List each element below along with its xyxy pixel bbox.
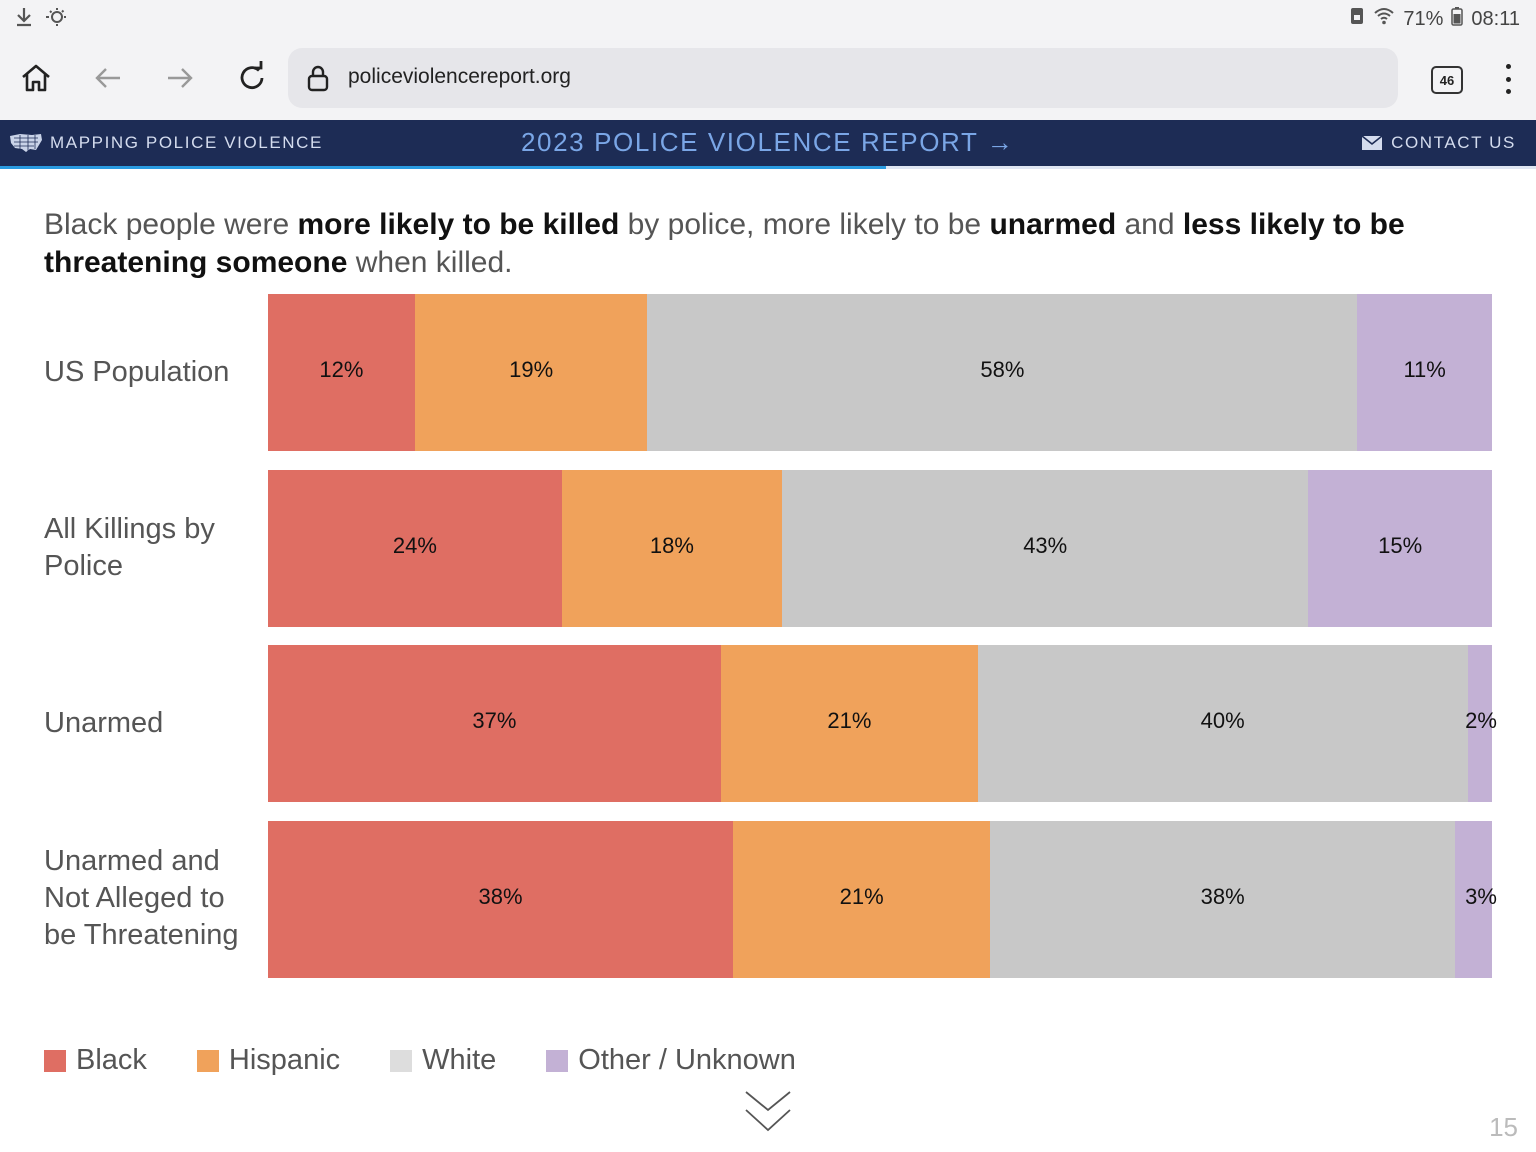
data-label: 3%: [1465, 884, 1497, 909]
chart-legend: Black Hispanic White Other / Unknown: [44, 1044, 846, 1077]
envelope-icon: [1361, 135, 1383, 150]
data-label: 2%: [1465, 708, 1497, 733]
reading-progress-bar: [0, 166, 1536, 169]
data-label: 18%: [649, 533, 694, 558]
legend-label: White: [422, 1044, 497, 1076]
contact-us-link[interactable]: CONTACT US: [1361, 133, 1516, 153]
bar-segment-white: 40%: [977, 645, 1468, 802]
bar-segment-hispanic: 21%: [720, 645, 978, 802]
legend-item-hispanic: Hispanic: [196, 1044, 341, 1077]
tab-switcher-button[interactable]: 46: [1431, 66, 1463, 94]
bar-segment-black: 24%: [268, 470, 562, 627]
arrow-right-icon: [168, 68, 193, 88]
bar-segment-hispanic: 19%: [414, 294, 648, 451]
headline-text: Black people were: [44, 208, 298, 241]
site-header: MAPPING POLICE VIOLENCE 2023 POLICE VIOL…: [0, 120, 1536, 166]
site-name-link[interactable]: MAPPING POLICE VIOLENCE: [50, 133, 323, 152]
battery-percent: 71%: [1403, 7, 1444, 30]
row-label: Unarmed and Not Alleged to be Threatenin…: [44, 845, 239, 951]
row-label: All Killings by Police: [44, 513, 215, 582]
legend-item-black: Black: [44, 1044, 147, 1077]
legend-swatch: [196, 1049, 219, 1072]
data-label: 15%: [1378, 533, 1423, 558]
data-label: 40%: [1200, 708, 1245, 733]
legend-label: Hispanic: [228, 1044, 341, 1076]
bar-segment-other: 2%: [1465, 645, 1497, 802]
dot-icon: [1505, 76, 1511, 82]
dot-icon: [1505, 64, 1511, 69]
page-number: 15: [1489, 1112, 1518, 1142]
chevron-down-icon[interactable]: [744, 1090, 792, 1134]
eye-comfort-icon: [44, 6, 68, 34]
data-label: 12%: [319, 357, 364, 382]
reading-progress-fill: [0, 166, 887, 169]
headline-text: when killed.: [347, 246, 513, 279]
bar-segment-white: 38%: [990, 821, 1456, 978]
data-label: 11%: [1403, 357, 1446, 382]
data-label: 43%: [1023, 533, 1068, 558]
download-icon: [14, 6, 34, 34]
status-bar: 71% 08:11: [0, 0, 1536, 36]
battery-icon: [1451, 6, 1464, 32]
bar-segment-other: 11%: [1357, 294, 1492, 451]
bar-segment-other: 3%: [1455, 821, 1497, 978]
row-label: US Population: [44, 356, 230, 388]
headline-emphasis: more likely to be killed: [297, 208, 620, 241]
dot-icon: [1505, 89, 1511, 94]
legend-swatch: [546, 1049, 569, 1072]
bar-row: 12% 19% 58% 11%: [268, 294, 1492, 451]
headline-text: and: [1116, 208, 1183, 241]
reload-button[interactable]: [232, 58, 272, 98]
data-label: 58%: [980, 357, 1025, 382]
lock-icon: [307, 65, 329, 92]
legend-label: Other / Unknown: [578, 1044, 796, 1076]
headline-emphasis: unarmed: [989, 208, 1117, 241]
data-label: 19%: [509, 357, 554, 382]
wifi-icon: [1373, 6, 1395, 32]
data-label: 21%: [839, 884, 884, 909]
legend-item-white: White: [390, 1044, 496, 1077]
report-link[interactable]: 2023 POLICE VIOLENCE REPORT →: [521, 127, 1015, 157]
data-label: 38%: [1200, 884, 1245, 909]
bar-row: 24% 18% 43% 15%: [268, 470, 1492, 627]
address-bar[interactable]: policeviolencereport.org: [288, 48, 1398, 108]
bar-row: 37% 21% 40% 2%: [268, 645, 1497, 802]
browser-toolbar: policeviolencereport.org 46: [0, 36, 1536, 120]
legend-swatch: [44, 1049, 66, 1072]
clock: 08:11: [1471, 7, 1520, 30]
back-button[interactable]: [88, 58, 128, 98]
reload-icon: [240, 61, 264, 90]
headline-text: by police, more likely to be: [619, 208, 990, 241]
contact-us-label: CONTACT US: [1391, 133, 1516, 152]
bar-segment-hispanic: 21%: [733, 821, 991, 978]
us-map-logo-icon[interactable]: [8, 132, 44, 154]
sim-lock-icon: [1349, 6, 1365, 32]
bar-segment-white: 58%: [647, 294, 1358, 451]
url-text: policeviolencereport.org: [348, 65, 571, 88]
data-label: 37%: [472, 708, 517, 733]
data-label: 38%: [478, 884, 523, 909]
home-button[interactable]: [16, 58, 56, 98]
bar-segment-hispanic: 18%: [561, 470, 783, 627]
bar-segment-black: 38%: [268, 821, 734, 978]
data-label: 21%: [827, 708, 872, 733]
chart-headline: Black people were more likely to be kill…: [44, 206, 1504, 282]
headline-emphasis: less likely to be threatening someone: [44, 208, 1405, 279]
row-label: Unarmed: [44, 707, 164, 739]
data-label: 24%: [392, 533, 437, 558]
home-icon: [22, 64, 50, 92]
legend-swatch: [390, 1049, 413, 1072]
bar-segment-white: 43%: [782, 470, 1309, 627]
arrow-left-icon: [95, 68, 120, 88]
menu-button[interactable]: [1498, 64, 1518, 94]
bar-segment-black: 12%: [268, 294, 415, 451]
legend-label: Black: [76, 1044, 147, 1076]
bar-segment-other: 15%: [1308, 470, 1492, 627]
legend-item-other: Other / Unknown: [546, 1044, 796, 1077]
bar-segment-black: 37%: [268, 645, 721, 802]
forward-button[interactable]: [160, 58, 200, 98]
bar-row: 38% 21% 38% 3%: [268, 821, 1497, 978]
